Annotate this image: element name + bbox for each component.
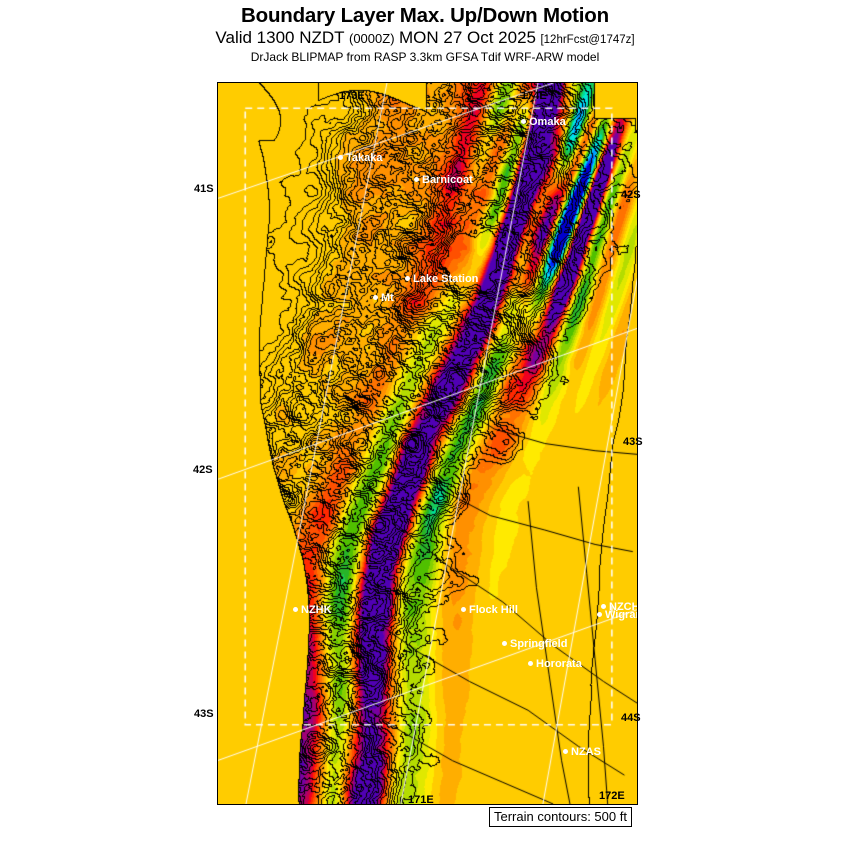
forecast-tag: [12hrFcst@1747z] (540, 34, 635, 46)
lat-label-43s-left: 43S (194, 708, 214, 720)
valid-time-utc: (0000Z) (349, 31, 395, 46)
valid-time-prefix: Valid 1300 NZDT (215, 28, 345, 47)
title-block: Boundary Layer Max. Up/Down Motion Valid… (0, 0, 850, 65)
lat-label-42s-right: 42S (621, 189, 641, 201)
page-title: Boundary Layer Max. Up/Down Motion (241, 4, 609, 27)
terrain-contour-note: Terrain contours: 500 ft (489, 807, 632, 827)
map-raster (218, 83, 637, 804)
lat-label-42s-left: 42S (193, 464, 213, 476)
valid-date: MON 27 Oct 2025 (398, 28, 536, 47)
lat-label-41s-left: 41S (194, 183, 214, 195)
forecast-map[interactable]: 173E 174E 171E 172E Omaka Takaka Barnicoat Lak… (217, 82, 638, 805)
lat-label-44s-right: 44S (621, 712, 641, 724)
model-source-line: DrJack BLIPMAP from RASP 3.3km GFSA Tdif… (250, 50, 600, 64)
valid-time-line: Valid 1300 NZDT (0000Z) MON 27 Oct 2025 … (0, 28, 850, 50)
colorbar-region: [ft/min] [ft/min] -1400-1100-800-500-200… (0, 820, 850, 860)
lat-label-43s-right: 43S (623, 436, 643, 448)
